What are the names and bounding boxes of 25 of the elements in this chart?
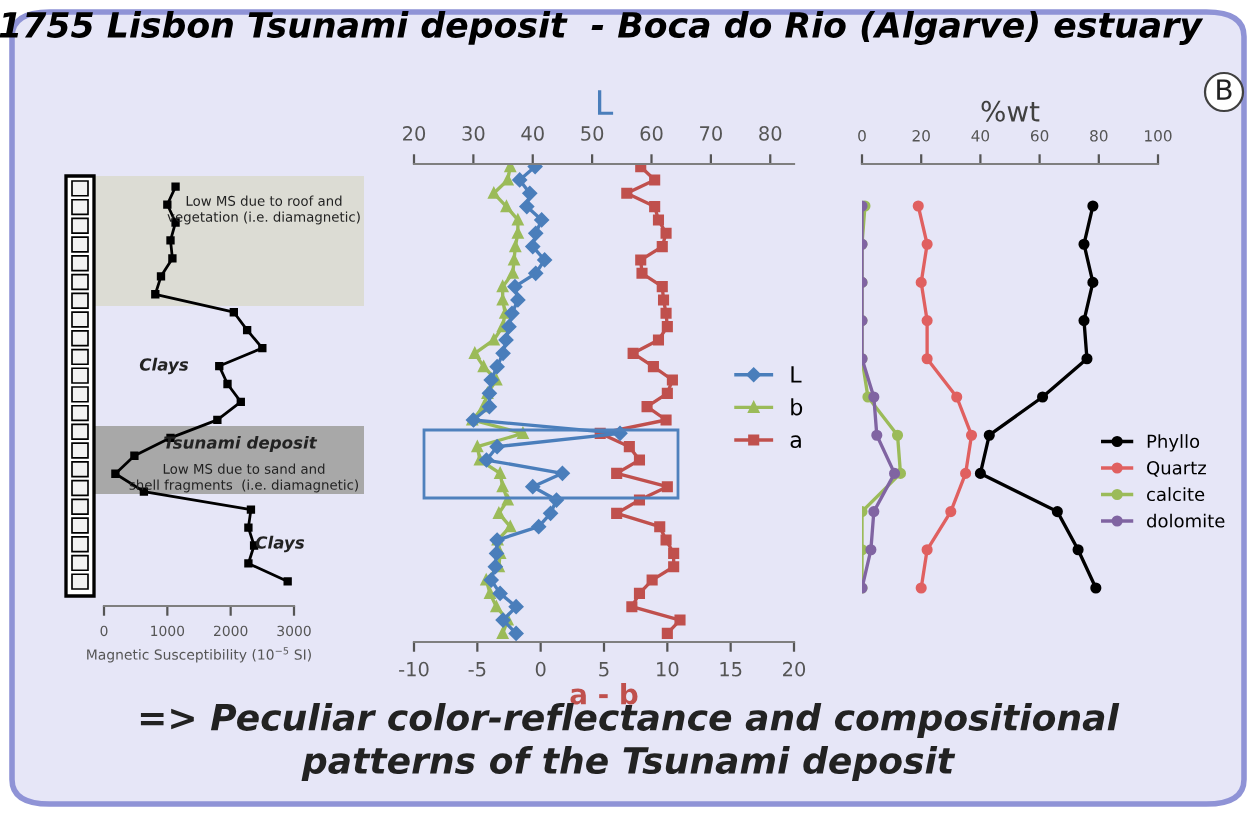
legend-label: L: [791, 366, 802, 383]
x-tick-label: -5: [468, 662, 486, 677]
x-tick-label: 20: [783, 661, 806, 677]
x-axis-title: a - b: [570, 683, 638, 705]
text: 1755 Lisbon Tsunami deposit - Boca do Rio (Algarve) estuary: [0, 11, 1204, 45]
x2-tick-label: 70: [700, 126, 722, 141]
text: => Peculiar color-reflectance and compositional patterns of the Tsunami deposit: [140, 702, 1120, 782]
x2-tick-label: 50: [581, 126, 604, 141]
annotation: Clays: [139, 357, 189, 375]
x-tick-label: 5: [599, 662, 609, 677]
x-tick-label: 15: [720, 662, 742, 677]
legend-label: dolomite: [1147, 513, 1225, 528]
legend-label: a: [790, 435, 801, 449]
text: B: [1217, 79, 1232, 100]
x-tick-label: 0: [535, 661, 546, 677]
x2-axis-title: L: [597, 90, 614, 115]
x-tick-label: -10: [399, 661, 429, 677]
annotation: Clays: [255, 535, 305, 553]
legend-label: Quartz: [1147, 460, 1206, 477]
x2-tick-label: 30: [462, 126, 485, 141]
legend-label: calcite: [1147, 487, 1205, 502]
legend-label: Phyllo: [1147, 434, 1200, 452]
x-tick-label: 10: [657, 661, 679, 677]
legend-label: b: [791, 398, 803, 416]
x-axis-title: %wt: [981, 100, 1040, 122]
